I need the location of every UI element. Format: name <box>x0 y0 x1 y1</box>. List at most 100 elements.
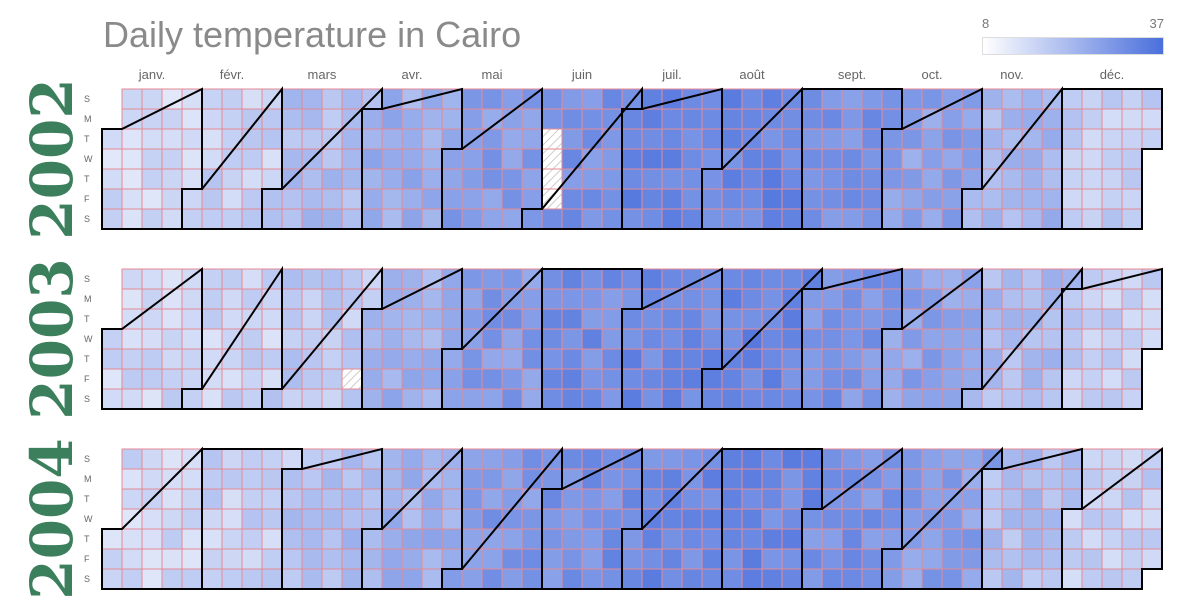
day-cell <box>561 468 583 490</box>
day-cell <box>481 548 503 570</box>
day-cell <box>601 468 623 490</box>
day-cell <box>321 468 343 490</box>
day-cell <box>441 168 463 190</box>
day-cell <box>1021 328 1043 350</box>
day-cell <box>841 448 863 470</box>
day-cell <box>781 328 803 350</box>
day-cell <box>281 508 303 530</box>
day-cell <box>261 348 283 370</box>
day-cell <box>981 208 1003 230</box>
day-cell <box>281 548 303 570</box>
day-cell <box>901 468 923 490</box>
day-cell <box>221 88 243 110</box>
weekday-label: T <box>84 134 90 144</box>
day-cell <box>1101 388 1123 410</box>
day-cell <box>181 368 203 390</box>
day-cell <box>661 108 683 130</box>
day-cell <box>921 168 943 190</box>
day-cell <box>541 108 563 130</box>
day-cell <box>621 208 643 230</box>
day-cell <box>1021 548 1043 570</box>
day-cell <box>161 88 183 110</box>
weekday-label: T <box>84 314 90 324</box>
day-cell <box>561 388 583 410</box>
day-cell <box>221 528 243 550</box>
day-cell <box>321 288 343 310</box>
day-cell <box>541 268 563 290</box>
day-cell <box>141 568 163 590</box>
weekday-label: T <box>84 534 90 544</box>
day-cell <box>1021 368 1043 390</box>
day-cell <box>161 528 183 550</box>
day-cell <box>281 288 303 310</box>
day-cell <box>141 88 163 110</box>
day-cell <box>1021 288 1043 310</box>
day-cell <box>401 288 423 310</box>
day-cell <box>641 488 663 510</box>
day-cell <box>361 108 383 130</box>
day-cell <box>721 268 743 290</box>
day-cell <box>241 128 263 150</box>
day-cell <box>601 268 623 290</box>
day-cell <box>301 128 323 150</box>
day-cell <box>1061 468 1083 490</box>
day-cell <box>561 108 583 130</box>
day-cell <box>241 168 263 190</box>
day-cell <box>1041 268 1063 290</box>
day-cell <box>1061 308 1083 330</box>
day-cell <box>981 108 1003 130</box>
day-cell <box>441 188 463 210</box>
day-cell <box>761 188 783 210</box>
day-cell <box>201 328 223 350</box>
day-cell <box>1061 508 1083 530</box>
day-cell <box>561 448 583 470</box>
day-cell <box>421 128 443 150</box>
day-cell <box>621 128 643 150</box>
day-cell <box>701 368 723 390</box>
day-cell <box>561 268 583 290</box>
day-cell <box>521 168 543 190</box>
day-cell <box>581 368 603 390</box>
day-cell <box>261 508 283 530</box>
legend-min-label: 8 <box>982 16 990 31</box>
day-cell <box>661 208 683 230</box>
day-cell <box>1041 548 1063 570</box>
day-cell <box>501 348 523 370</box>
day-cell <box>801 528 823 550</box>
day-cell <box>901 88 923 110</box>
day-cell <box>1141 308 1163 330</box>
day-cell <box>1001 388 1023 410</box>
day-cell <box>621 488 643 510</box>
day-cell <box>221 188 243 210</box>
day-cell <box>901 208 923 230</box>
day-cell <box>581 148 603 170</box>
day-cell <box>341 88 363 110</box>
day-cell <box>781 548 803 570</box>
day-cell <box>521 568 543 590</box>
day-cell <box>661 268 683 290</box>
day-cell <box>601 328 623 350</box>
day-cell <box>1041 148 1063 170</box>
day-cell <box>361 468 383 490</box>
day-cell <box>1021 208 1043 230</box>
day-cell <box>1001 128 1023 150</box>
day-cell <box>501 168 523 190</box>
day-cell <box>601 148 623 170</box>
day-cell <box>241 528 263 550</box>
day-cell <box>121 128 143 150</box>
day-cell <box>921 108 943 130</box>
day-cell <box>361 348 383 370</box>
day-cell <box>721 368 743 390</box>
day-cell <box>901 108 923 130</box>
day-cell <box>281 188 303 210</box>
day-cell <box>701 288 723 310</box>
day-cell <box>881 288 903 310</box>
day-cell <box>961 108 983 130</box>
day-cell <box>101 568 123 590</box>
day-cell <box>401 108 423 130</box>
day-cell <box>941 568 963 590</box>
day-cell <box>301 268 323 290</box>
day-cell <box>181 468 203 490</box>
day-cell <box>941 448 963 470</box>
day-cell <box>821 108 843 130</box>
